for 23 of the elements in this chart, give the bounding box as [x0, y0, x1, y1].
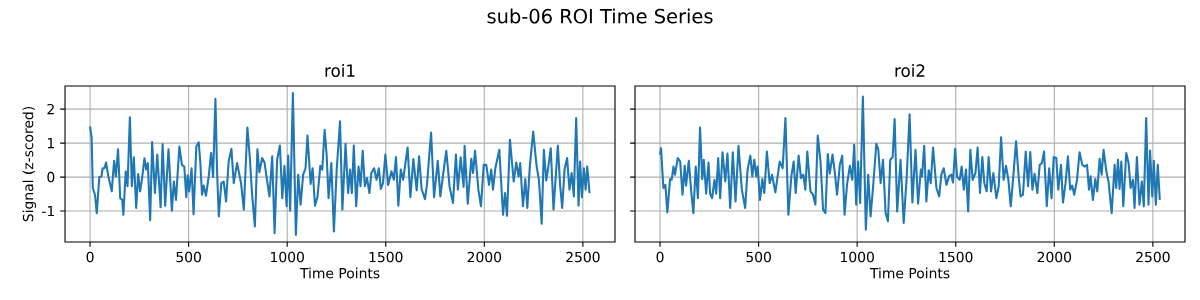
x-tick-label: 0: [86, 251, 94, 263]
line-series: [89, 92, 591, 236]
x-axis-title: Time Points: [869, 267, 950, 279]
y-tick-label: 1: [47, 138, 54, 149]
y-tick-label: 2: [47, 103, 54, 115]
x-tick-label: 1000: [271, 251, 304, 263]
x-tick-label: 1000: [841, 251, 874, 263]
chart-subtitle: roi1: [325, 64, 355, 77]
x-tick-label: 500: [176, 251, 201, 263]
x-tick-label: 2500: [1136, 251, 1170, 263]
x-tick-label: 2500: [566, 251, 600, 263]
y-tick-label: 0: [47, 171, 55, 183]
y-tick-label: -1: [42, 205, 54, 217]
x-tick-label: 2000: [1037, 251, 1072, 263]
chart-subtitle: roi2: [895, 64, 925, 77]
chart-title: sub-06 ROI Time Series: [487, 8, 713, 24]
x-tick-label: 500: [746, 251, 771, 263]
x-axis-title: Time Points: [299, 267, 380, 279]
x-tick-label: 0: [656, 251, 664, 263]
x-tick-label: 2000: [467, 251, 502, 263]
y-axis-title: Signal (z-scored): [22, 106, 37, 222]
x-tick-label: 1500: [939, 251, 973, 263]
x-tick-label: 1500: [369, 251, 403, 263]
